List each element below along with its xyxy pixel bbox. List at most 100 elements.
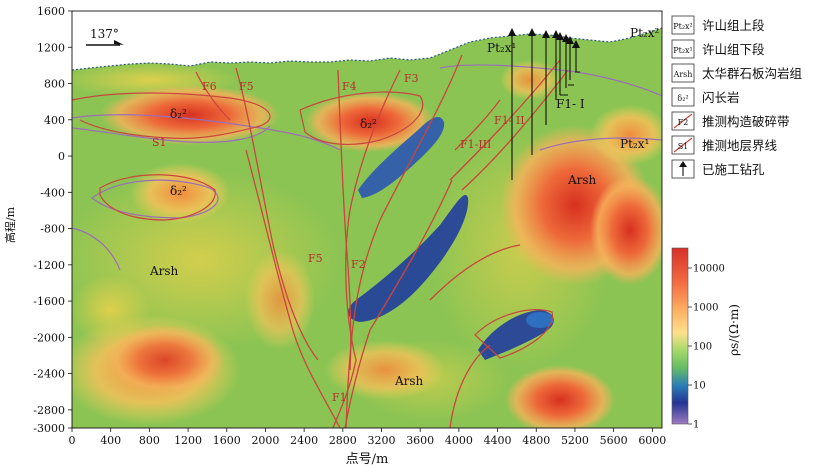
legend-line-icon — [673, 137, 693, 153]
x-tick-label: 2400 — [290, 434, 318, 447]
label-diorite-a: δ₂² — [170, 107, 187, 121]
legend-item: Arsh 太华群石板沟岩组 — [671, 63, 802, 83]
legend-swatch — [671, 39, 695, 59]
colorbar: 10000 1000 100 10 1 ρs/(Ω·m) — [671, 247, 741, 431]
colorbar-gradient — [671, 247, 689, 425]
x-tick-label: 2000 — [251, 434, 279, 447]
y-axis: 1600 1200 800 400 0 -400 -800 -1200 -1600 -2000 -2… — [33, 5, 72, 435]
label-f2: F2 — [351, 258, 366, 271]
legend-label: 许山组上段 — [702, 18, 765, 33]
colorbar-ticks: 10000 1000 100 10 1 — [688, 264, 725, 431]
colorbar-tick-label: 1000 — [693, 303, 718, 314]
label-f5-mid: F5 — [308, 252, 323, 265]
x-tick-label: 4400 — [484, 434, 512, 447]
legend-label: 推测构造破碎带 — [702, 114, 790, 129]
label-f3: F3 — [404, 72, 419, 85]
azimuth-label: 137° — [90, 27, 119, 41]
diorite-outlines — [72, 91, 553, 359]
label-f1-ii: F1- II — [494, 114, 525, 127]
x-axis: 0 400 800 1200 1600 2000 2400 2800 3200 3600 4000 4… — [69, 428, 666, 447]
fault-lines — [195, 54, 569, 428]
colorbar-tick-label: 1 — [693, 420, 699, 431]
x-tick-label: 3600 — [406, 434, 434, 447]
label-f1: F1 — [332, 391, 347, 404]
x-tick-label: 3200 — [368, 434, 396, 447]
legend-item: S1 推测地层界线 — [671, 135, 778, 155]
legend-item: F2 推测构造破碎带 — [671, 111, 790, 131]
low-resistivity-body-middle — [348, 195, 469, 322]
colorbar-tick-label: 10 — [693, 381, 706, 392]
label-arsh-right: Arsh — [567, 173, 597, 187]
label-pt2x1-top: Pt₂x¹ — [487, 41, 516, 55]
y-tick-label: -3000 — [33, 422, 65, 435]
label-pt2x2-top: Pt₂x² — [630, 26, 659, 40]
drill-hole-arrow-icon — [679, 161, 687, 167]
legend-item: Pt₂x¹ 许山组下段 — [671, 39, 765, 59]
legend: Pt₂x² 许山组上段 Pt₂x¹ 许山组下段 Arsh 太华群石板沟岩组 δ₂² 闪长岩 F2… — [671, 15, 802, 179]
azimuth-indicator: 137° — [86, 27, 124, 46]
x-tick-label: 4000 — [445, 434, 473, 447]
legend-swatch — [671, 87, 695, 107]
label-f4: F4 — [342, 80, 357, 93]
legend-symbol: Pt₂x² — [673, 22, 693, 31]
x-tick-label: 6000 — [638, 434, 666, 447]
x-tick-label: 800 — [139, 434, 160, 447]
y-tick-label: -1600 — [33, 295, 65, 308]
label-f1-i: F1- I — [556, 97, 585, 111]
legend-symbol: Pt₂x¹ — [673, 46, 693, 55]
legend-label: 闪长岩 — [702, 90, 740, 105]
x-tick-label: 400 — [100, 434, 121, 447]
y-tick-label: -800 — [40, 223, 65, 236]
y-tick-label: -1200 — [33, 259, 65, 272]
label-diorite-b: δ₂² — [360, 117, 377, 131]
legend-item: 已施工钻孔 — [671, 159, 765, 179]
x-tick-label: 4800 — [522, 434, 550, 447]
x-tick-label: 0 — [69, 434, 76, 447]
x-tick-label: 1600 — [213, 434, 241, 447]
y-tick-label: -2800 — [33, 404, 65, 417]
drill-holes — [511, 32, 580, 180]
x-tick-label: 2800 — [329, 434, 357, 447]
legend-swatch — [671, 63, 695, 83]
y-tick-label: -2000 — [33, 331, 65, 344]
label-diorite-c: δ₂² — [170, 184, 187, 198]
label-arsh-left: Arsh — [149, 264, 179, 278]
legend-symbol: Arsh — [673, 70, 693, 79]
x-axis-title: 点号/m — [346, 452, 389, 467]
label-f5-top: F5 — [239, 80, 254, 93]
legend-label: 太华群石板沟岩组 — [702, 66, 802, 81]
legend-symbol: S1 — [678, 142, 689, 151]
y-tick-label: 1600 — [37, 5, 65, 18]
legend-item: δ₂² 闪长岩 — [671, 87, 740, 107]
label-pt2x1-right: Pt₂x¹ — [620, 137, 649, 151]
y-tick-label: 400 — [44, 114, 65, 127]
legend-swatch — [671, 15, 695, 35]
legend-label: 已施工钻孔 — [702, 162, 765, 177]
drill-hole-arrowheads — [508, 28, 580, 48]
label-f1-iii: F1-III — [460, 138, 491, 151]
label-arsh-bottom: Arsh — [394, 374, 424, 388]
legend-symbol: δ₂² — [677, 94, 688, 103]
x-tick-label: 5200 — [561, 434, 589, 447]
colorbar-title: ρs/(Ω·m) — [727, 304, 741, 356]
colorbar-tick-label: 100 — [693, 342, 712, 353]
x-tick-label: 1200 — [174, 434, 202, 447]
y-tick-label: 800 — [44, 78, 65, 91]
legend-label: 许山组下段 — [702, 42, 765, 57]
y-tick-label: 0 — [58, 150, 65, 163]
y-axis-title: 高程/m — [3, 206, 17, 243]
legend-label: 推测地层界线 — [702, 138, 778, 153]
y-tick-label: -2400 — [33, 368, 65, 381]
legend-line-icon — [673, 113, 693, 129]
y-tick-label: -400 — [40, 186, 65, 199]
legend-symbol: F2 — [678, 118, 689, 127]
y-tick-label: 1200 — [37, 41, 65, 54]
resistivity-plot: Pt₂x¹ Pt₂x² Pt₂x¹ Arsh Arsh Arsh δ₂² δ₂²… — [72, 26, 662, 428]
label-f6: F6 — [202, 80, 217, 93]
x-tick-label: 5600 — [600, 434, 628, 447]
plot-frame — [71, 10, 663, 429]
colorbar-tick-label: 10000 — [693, 264, 725, 275]
label-s1: S1 — [152, 136, 167, 149]
legend-item: Pt₂x² 许山组上段 — [671, 15, 765, 35]
